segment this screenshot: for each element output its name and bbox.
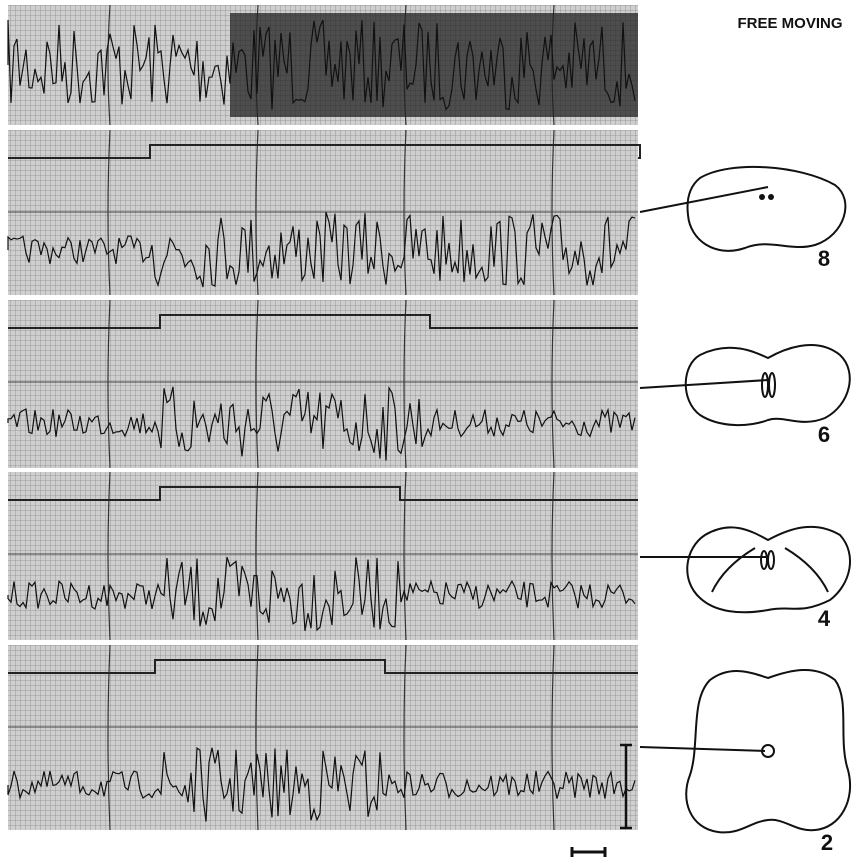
page: FREE MOVING 8 6 4 2 (() => { const data … xyxy=(0,0,854,859)
recordings xyxy=(8,5,640,830)
figure: FREE MOVING 8 6 4 2 xyxy=(0,0,854,859)
brain-section: 6 xyxy=(640,345,850,447)
title: FREE MOVING xyxy=(737,15,842,32)
brain-section: 4 xyxy=(640,527,850,631)
section-label: 2 xyxy=(821,830,833,855)
chart-paper xyxy=(8,472,638,640)
brain-section: 2 xyxy=(640,670,850,855)
section-label: 8 xyxy=(818,246,830,271)
section-label: 6 xyxy=(818,422,830,447)
brain-section: 8 xyxy=(640,167,845,271)
section-label: 4 xyxy=(818,606,831,631)
